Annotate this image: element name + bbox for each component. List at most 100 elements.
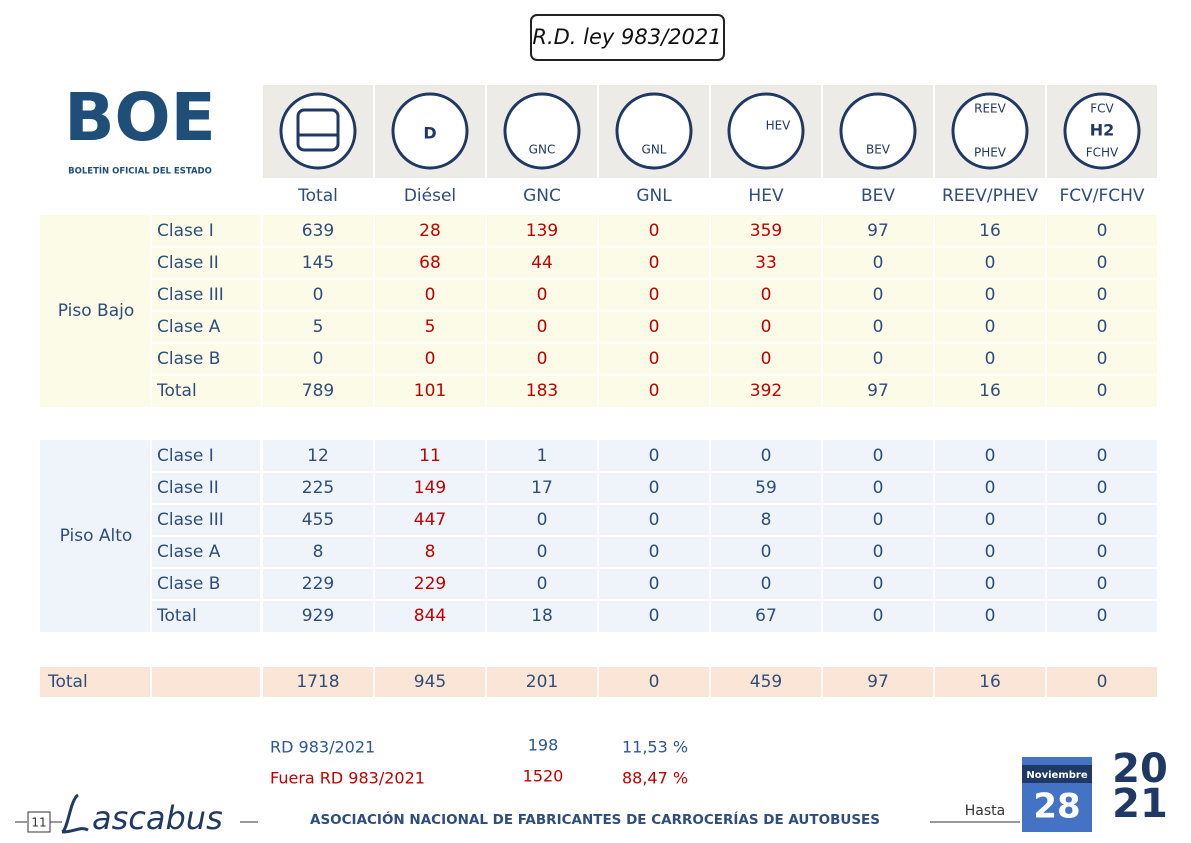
summary-count: 198 — [528, 736, 559, 755]
brand: ascabus — [92, 799, 223, 837]
row-label: Clase A — [157, 542, 221, 562]
cell: 0 — [1097, 510, 1108, 530]
icon-label: GNC — [529, 143, 556, 157]
cell: 0 — [537, 510, 548, 530]
cell: 0 — [873, 317, 884, 337]
cell: 0 — [313, 349, 324, 369]
title: R.D. ley 983/2021 — [532, 25, 721, 49]
cell: 59 — [755, 478, 777, 498]
cell: 97 — [867, 221, 889, 241]
cell: 0 — [985, 574, 996, 594]
summary-label: RD 983/2021 — [270, 738, 375, 757]
total-cell: 0 — [1097, 672, 1108, 692]
total-label: Total — [47, 672, 88, 692]
row-label: Clase II — [157, 478, 219, 498]
cell: 929 — [302, 606, 334, 626]
cell: 0 — [873, 478, 884, 498]
cell: 0 — [537, 317, 548, 337]
cell: 0 — [761, 285, 772, 305]
cell: 12 — [307, 446, 329, 466]
total-bg — [935, 667, 1045, 697]
cell: 0 — [761, 446, 772, 466]
icon-label: GNL — [642, 143, 667, 157]
association: ASOCIACIÓN NACIONAL DE FABRICANTES DE CA… — [310, 810, 880, 828]
cell: 0 — [649, 253, 660, 273]
total-cell: 0 — [649, 672, 660, 692]
icon — [503, 92, 581, 170]
month: Noviembre — [1026, 770, 1087, 781]
row-label: Clase II — [157, 253, 219, 273]
cell: 0 — [985, 542, 996, 562]
cell: 0 — [1097, 317, 1108, 337]
cell: 0 — [873, 349, 884, 369]
cell: 67 — [755, 606, 777, 626]
cell: 0 — [537, 574, 548, 594]
icon-label: BEV — [866, 143, 891, 157]
logo-subtitle: BOLETÍN OFICIAL DEL ESTADO — [68, 165, 212, 177]
cell: 0 — [1097, 253, 1108, 273]
cell: 0 — [873, 542, 884, 562]
day: 28 — [1033, 787, 1080, 827]
cell: 0 — [985, 510, 996, 530]
icon-label: H2 — [1090, 121, 1115, 140]
total-bg — [375, 667, 485, 697]
column-header: BEV — [861, 186, 895, 206]
icon-bus — [296, 108, 340, 152]
cell: 0 — [873, 285, 884, 305]
cell: 28 — [419, 221, 441, 241]
row-label: Clase I — [157, 446, 214, 466]
column-header: REEV/PHEV — [942, 186, 1038, 206]
total-bg — [40, 667, 150, 697]
cell: 5 — [313, 317, 324, 337]
row-label: Total — [156, 381, 197, 401]
icon-label: PHEV — [974, 146, 1007, 160]
column-header: GNL — [636, 186, 672, 206]
summary-count: 1520 — [523, 767, 564, 786]
cell: 0 — [1097, 574, 1108, 594]
cell: 8 — [761, 510, 772, 530]
cell: 11 — [419, 446, 441, 466]
cell: 0 — [985, 478, 996, 498]
icon — [839, 92, 917, 170]
cell: 0 — [1097, 381, 1108, 401]
total-bg — [152, 667, 260, 697]
cell: 789 — [302, 381, 334, 401]
cell: 0 — [649, 606, 660, 626]
icon-label: HEV — [766, 119, 792, 133]
row-label: Total — [156, 606, 197, 626]
icon — [615, 92, 693, 170]
icon-label: FCHV — [1086, 146, 1119, 160]
total-cell: 97 — [867, 672, 889, 692]
summary-share: 11,53 % — [622, 738, 688, 757]
logo-name: BOE — [64, 79, 216, 156]
icon — [279, 92, 357, 170]
cell: 0 — [985, 285, 996, 305]
cell: 0 — [761, 317, 772, 337]
cell: 0 — [649, 349, 660, 369]
group-label: Piso Alto — [60, 526, 133, 546]
cell: 0 — [985, 606, 996, 626]
cell: 17 — [531, 478, 553, 498]
cell: 0 — [649, 478, 660, 498]
cell: 229 — [414, 574, 446, 594]
cell: 0 — [985, 349, 996, 369]
cell: 33 — [755, 253, 777, 273]
column-header: HEV — [748, 186, 784, 206]
group-bg — [40, 440, 150, 632]
row-label: Clase I — [157, 221, 214, 241]
cell: 844 — [414, 606, 446, 626]
row-label: Clase III — [157, 510, 224, 530]
cell: 1 — [537, 446, 548, 466]
total-cell: 1718 — [296, 672, 339, 692]
cell: 0 — [873, 606, 884, 626]
total-bg — [823, 667, 933, 697]
cell: 16 — [979, 221, 1001, 241]
cell: 0 — [873, 510, 884, 530]
column-header: FCV/FCHV — [1059, 186, 1144, 206]
cell: 0 — [985, 317, 996, 337]
cell: 0 — [761, 542, 772, 562]
cell: 5 — [425, 317, 436, 337]
cell: 0 — [1097, 349, 1108, 369]
cell: 359 — [750, 221, 782, 241]
